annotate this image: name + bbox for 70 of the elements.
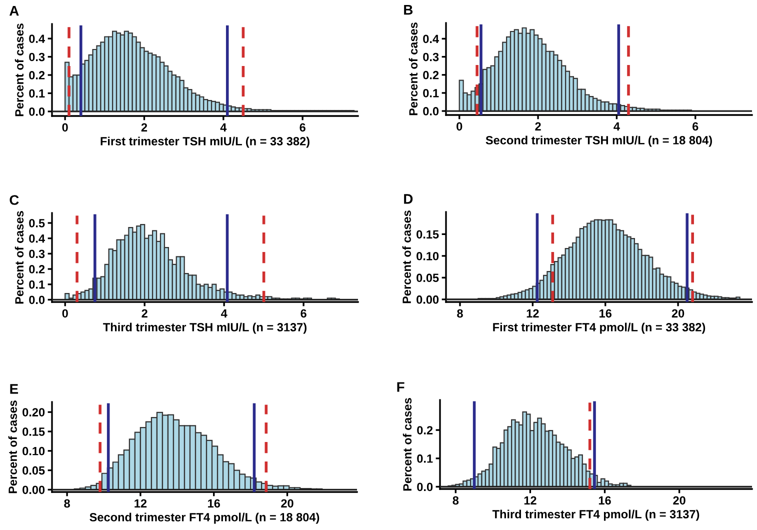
y-tick-label: 0.15 (416, 230, 439, 239)
x-tick-label: 20 (281, 499, 294, 508)
x-tick-label: 8 (457, 309, 463, 318)
y-tick-label: 0.0 (29, 296, 45, 304)
x-tick-label: 2 (141, 123, 148, 132)
chart-title: C (10, 195, 19, 205)
y-tick-label: 0.1 (29, 89, 45, 98)
chart-title: E (10, 384, 18, 394)
y-tick-label: 0.10 (22, 446, 45, 456)
x-tick-label: 20 (672, 309, 684, 318)
x-tick-label: 16 (208, 499, 220, 508)
y-tick-label: 0.00 (22, 486, 45, 494)
y-axis-title: Percent of cases (402, 210, 411, 304)
chart-title: D (404, 194, 413, 204)
chart-title: B (404, 5, 413, 15)
y-axis-title: Percent of cases (402, 398, 412, 491)
x-axis-title: Second trimester FT4 pmol/L (n = 18 804) (90, 512, 320, 524)
x-tick-label: 12 (134, 499, 147, 508)
y-axis-title: Percent of cases (14, 211, 24, 304)
x-tick-label: 16 (600, 309, 612, 318)
y-tick-label: 0.3 (29, 52, 45, 62)
y-axis-title: Percent of cases (408, 22, 418, 116)
x-tick-label: 6 (692, 122, 698, 131)
y-tick-label: 0.1 (29, 280, 45, 289)
x-tick-label: 4 (220, 309, 228, 318)
x-tick-label: 16 (598, 496, 611, 505)
y-tick-label: 0.1 (423, 88, 439, 98)
x-axis-title: Third trimester TSH mIU/L (n = 3137) (103, 322, 306, 334)
y-tick-label: 0.10 (416, 252, 439, 260)
x-axis-title: Second trimester TSH mIU/L (n = 18 804) (486, 136, 712, 147)
y-tick-label: 0.2 (29, 265, 45, 274)
y-tick-label: 0.15 (22, 428, 45, 436)
chart-title: A (10, 6, 19, 16)
x-tick-label: 20 (673, 496, 686, 505)
y-tick-label: 0.00 (416, 295, 439, 304)
y-axis-title: Percent of cases (14, 24, 24, 116)
y-tick-label: 0.05 (22, 466, 45, 475)
x-tick-label: 6 (300, 123, 306, 132)
x-axis-title: First trimester FT4 pmol/L (n = 33 382) (493, 322, 706, 334)
x-tick-label: 4 (220, 123, 227, 132)
x-tick-label: 4 (614, 122, 620, 130)
x-tick-label: 2 (535, 122, 541, 130)
y-tick-label: 0.4 (29, 34, 45, 43)
y-tick-label: 0.4 (29, 234, 45, 243)
x-tick-label: 0 (62, 309, 68, 318)
y-tick-label: 0.2 (29, 71, 45, 80)
y-axis-title: Percent of cases (8, 400, 17, 494)
x-tick-label: 0 (62, 123, 68, 132)
x-tick-label: 6 (300, 309, 306, 318)
y-tick-label: 0.0 (417, 482, 433, 492)
y-tick-label: 0.20 (22, 408, 45, 416)
y-tick-label: 0.05 (416, 274, 439, 282)
y-tick-label: 0.0 (423, 107, 439, 116)
y-tick-label: 0.5 (29, 219, 45, 228)
x-tick-label: 8 (452, 496, 459, 505)
y-tick-label: 0.3 (29, 250, 45, 258)
x-tick-label: 0 (456, 122, 462, 131)
x-tick-label: 8 (64, 499, 70, 508)
y-tick-label: 0.3 (423, 52, 439, 62)
y-tick-label: 0.4 (423, 34, 439, 44)
x-tick-label: 12 (526, 309, 539, 318)
x-axis-title: Third trimester FT4 pmol/L (n = 3137) (492, 510, 700, 521)
x-tick-label: 2 (142, 309, 148, 318)
x-tick-label: 12 (524, 496, 536, 504)
y-tick-label: 0.2 (417, 426, 433, 434)
x-axis-title: First trimester TSH mIU/L (n = 33 382) (100, 136, 310, 148)
y-tick-label: 0.0 (29, 107, 45, 116)
y-tick-label: 0.2 (423, 70, 439, 80)
chart-title: F (397, 382, 404, 392)
y-tick-label: 0.1 (417, 454, 433, 463)
